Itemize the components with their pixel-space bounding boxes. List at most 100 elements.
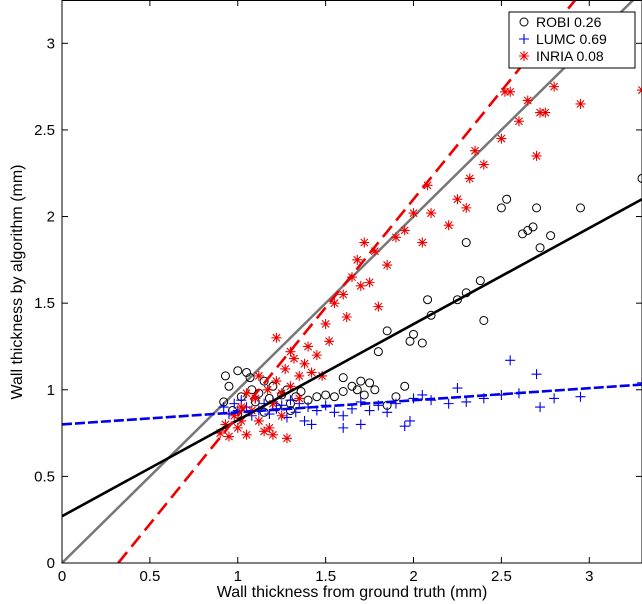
x-tick-label: 1.5 <box>315 568 336 585</box>
inria-point <box>276 410 287 421</box>
lumc-point <box>218 402 229 413</box>
inria-point <box>369 246 380 257</box>
lumc-point <box>338 422 349 433</box>
robi-point <box>224 381 234 391</box>
lumc-point <box>338 410 349 421</box>
inria-point <box>496 133 507 144</box>
robi-point <box>637 173 642 183</box>
inria-point <box>531 150 542 161</box>
robi-point <box>329 392 339 402</box>
lumc-point <box>408 393 419 404</box>
inria-point <box>364 277 375 288</box>
inria-point <box>267 398 278 409</box>
robi-point <box>233 366 243 376</box>
inria-point <box>382 260 393 271</box>
inria-point <box>461 202 472 213</box>
lumc-point <box>276 400 287 411</box>
lumc-point <box>549 393 560 404</box>
robi-point <box>259 376 269 386</box>
legend-plus-icon <box>519 34 529 44</box>
robi-point <box>245 373 255 383</box>
robi-point <box>535 243 545 253</box>
fit-line-0 <box>62 198 642 518</box>
lumc-point <box>364 405 375 416</box>
inria-point <box>443 220 454 231</box>
x-tick-label: 1 <box>234 568 242 585</box>
legend-box <box>508 11 636 69</box>
inria-point <box>253 370 264 381</box>
lumc-point <box>355 419 366 430</box>
robi-point <box>338 373 348 383</box>
inria-point <box>417 237 428 248</box>
series-2 <box>215 81 642 444</box>
robi-point <box>382 326 392 336</box>
lumc-point <box>264 409 275 420</box>
lumc-point <box>382 407 393 418</box>
lumc-point <box>535 402 546 413</box>
inria-point <box>220 419 231 430</box>
inria-point <box>271 376 282 387</box>
x-tick-label: 0.5 <box>139 568 160 585</box>
robi-point <box>268 381 278 391</box>
robi-point <box>423 295 433 305</box>
robi-point <box>359 390 369 400</box>
robi-point <box>247 385 257 395</box>
inria-point <box>232 422 243 433</box>
robi-point <box>479 315 489 325</box>
inria-point <box>229 410 240 421</box>
inria-point <box>470 145 481 156</box>
inria-point <box>250 393 261 404</box>
inria-point <box>241 388 252 399</box>
robi-point <box>496 203 506 213</box>
inria-point <box>499 86 510 97</box>
lumc-point <box>531 369 542 380</box>
robi-point <box>312 392 322 402</box>
x-tick-label: 3 <box>585 568 593 585</box>
inria-point <box>236 402 247 413</box>
lumc-point <box>405 415 415 426</box>
robi-point <box>452 295 462 305</box>
robi-point <box>400 381 410 391</box>
inria-point <box>408 208 419 219</box>
robi-point <box>321 390 331 400</box>
robi-point <box>365 378 375 388</box>
lumc-point <box>452 383 463 394</box>
inria-point <box>399 225 410 236</box>
y-tick-label: 1.5 <box>34 295 55 312</box>
robi-point <box>575 203 585 213</box>
legend-asterisk-icon <box>519 51 529 61</box>
legend-label: ROBI 0.26 <box>536 14 602 30</box>
lumc-point <box>417 389 428 400</box>
robi-point <box>528 222 538 232</box>
fit-line-1 <box>62 383 642 426</box>
inria-point <box>549 81 560 92</box>
inria-point <box>262 384 273 395</box>
inria-point <box>575 98 586 109</box>
inria-point <box>294 393 305 404</box>
y-tick-label: 3 <box>47 35 55 52</box>
inria-point <box>253 415 264 426</box>
robi-point <box>417 338 427 348</box>
inria-point <box>320 318 331 329</box>
legend-item: LUMC 0.69 <box>519 31 607 47</box>
inria-point <box>285 346 296 357</box>
lumc-point <box>285 395 296 406</box>
robi-point <box>409 329 419 339</box>
tick-labels: 0 0.5 1 1.5 2 2.5 3 0 0.5 1 1.5 2 2.5 3 <box>34 35 593 585</box>
robi-point <box>296 387 306 397</box>
robi-point <box>475 276 485 286</box>
x-tick-label: 2.5 <box>491 568 512 585</box>
inria-point <box>311 350 322 361</box>
inria-point <box>241 429 252 440</box>
inria-point <box>464 173 475 184</box>
robi-point <box>405 336 415 346</box>
y-axis-label: Wall thickness by algorithm (mm) <box>9 164 26 399</box>
y-tick-label: 2.5 <box>34 122 55 139</box>
lumc-point <box>299 415 310 426</box>
robi-point <box>461 238 471 248</box>
inria-point <box>317 370 328 381</box>
inria-point <box>306 367 317 378</box>
inria-point <box>513 116 524 127</box>
